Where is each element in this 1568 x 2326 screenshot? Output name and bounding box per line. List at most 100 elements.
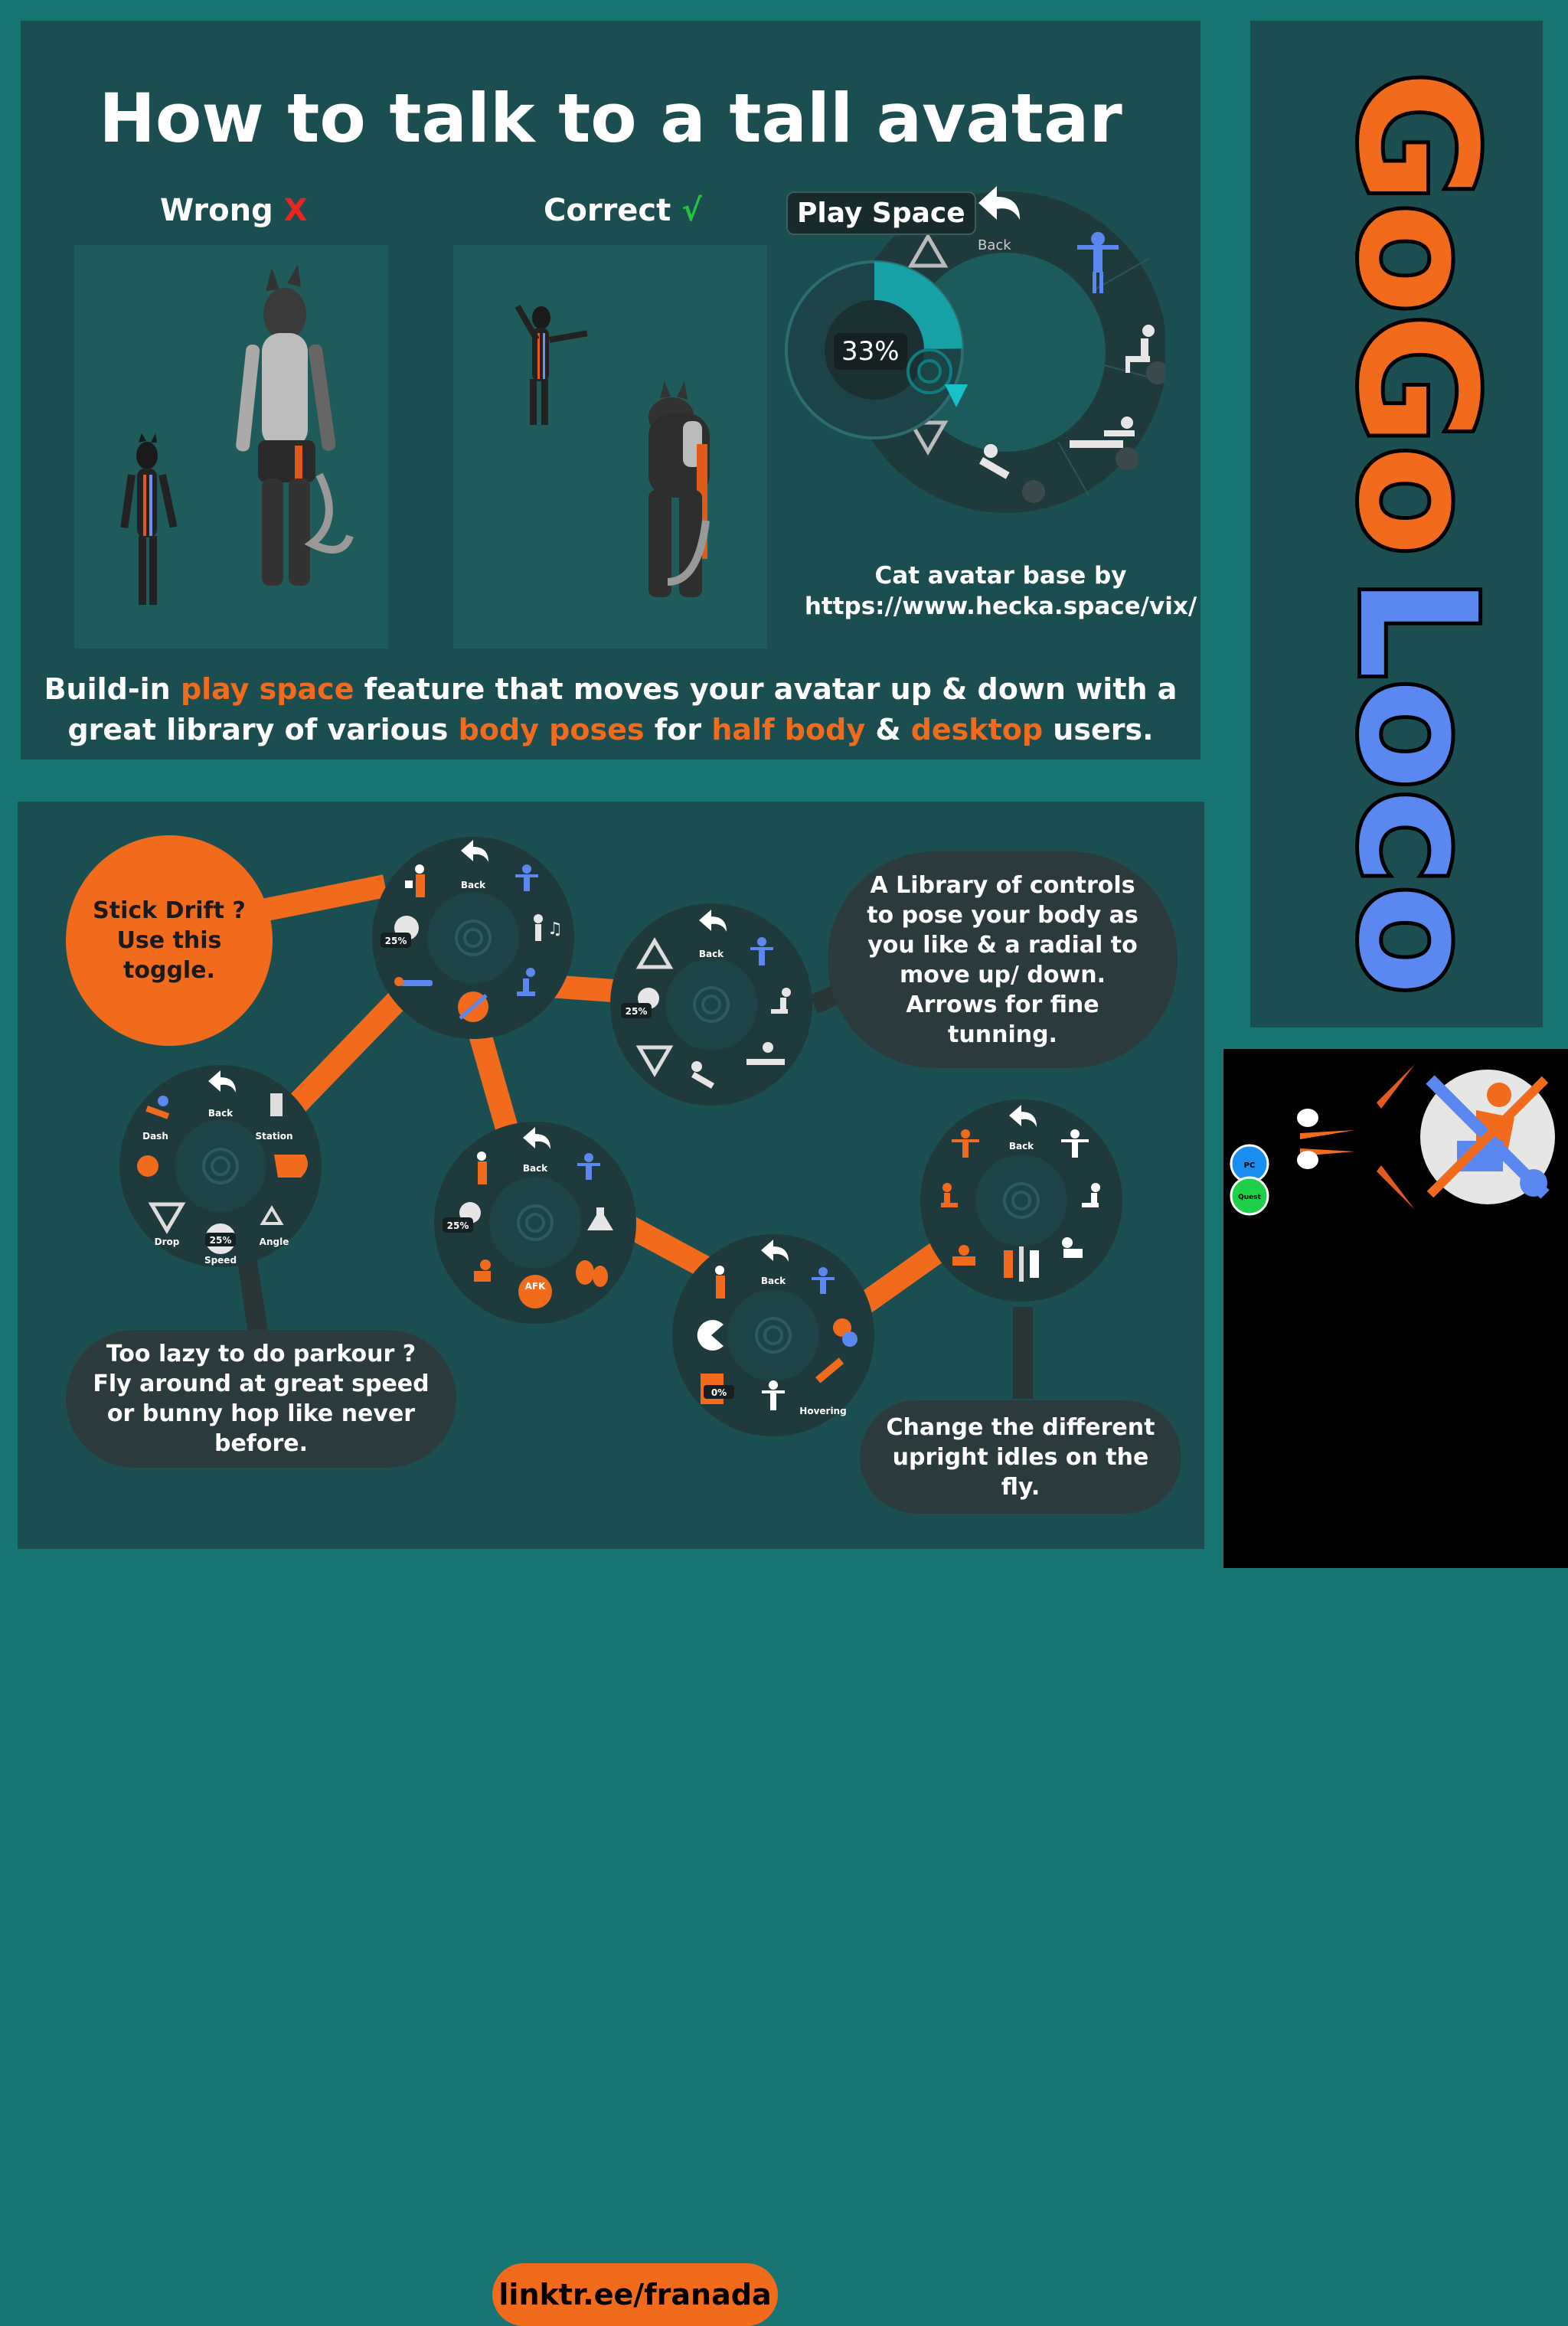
radial-menu-afk[interactable]: Back 25% AFK: [432, 1119, 639, 1326]
speed-gauge-icon: 25%: [205, 1223, 236, 1254]
speed-gauge-icon: 25%: [381, 916, 419, 948]
desc-highlight-body-poses: body poses: [458, 713, 645, 746]
top-panel: How to talk to a tall avatar Wrong X Cor…: [21, 21, 1200, 760]
svg-text:25%: 25%: [626, 1006, 648, 1017]
radial-menu-idles[interactable]: Back: [918, 1097, 1125, 1304]
height-offset-icon: 0%: [701, 1374, 734, 1404]
sitting-pose-icon: [771, 988, 791, 1014]
desc-text: feature that moves your avatar up & down…: [67, 672, 1178, 746]
hovering-icon: [815, 1357, 844, 1384]
drop-arrow-icon: [148, 1202, 186, 1234]
t-pose-alt-icon: [1061, 1129, 1089, 1158]
speed-gauge-icon: 25%: [443, 1202, 481, 1233]
svg-text:♫: ♫: [547, 920, 563, 939]
standing-pose-icon: [812, 1267, 835, 1294]
t-pose-icon: [952, 1129, 979, 1158]
back-arrow-icon: [699, 910, 727, 932]
locked-pose-icon: [405, 864, 425, 897]
back-label: Back: [523, 1163, 548, 1174]
back-arrow-icon: [461, 840, 488, 862]
kneel-pose-icon: [474, 1259, 491, 1282]
locked-pose-icon: [477, 1152, 487, 1184]
bent-tall-avatar-figure: [648, 381, 710, 597]
crawling-pose-icon: [978, 444, 1045, 503]
dash-icon: [145, 1096, 170, 1119]
tall-avatar-figure: [236, 264, 354, 586]
idle-stand-icon: [762, 1380, 785, 1410]
svg-text:25%: 25%: [210, 1235, 232, 1246]
lying-pose-icon: [746, 1042, 785, 1065]
head-dots-icon: [1297, 1109, 1318, 1169]
logo-word-gogo: GoGo: [1323, 71, 1511, 556]
radial-menu-locomotion[interactable]: Back Dash Station Drop Angle 25% Speed: [117, 1063, 324, 1269]
play-space-fill-arc: [874, 262, 962, 349]
standing-pose-icon: [577, 1153, 600, 1180]
back-label: Back: [208, 1108, 234, 1119]
station-label: Station: [255, 1131, 292, 1142]
desc-highlight-half-body: half body: [711, 713, 866, 746]
bottom-panel: Stick Drift ? Use this toggle. A Library…: [18, 802, 1204, 2326]
radial-menu-main[interactable]: Back ♫ 25%: [370, 835, 577, 1041]
standing-pose-icon: [750, 937, 773, 965]
drop-label: Drop: [155, 1237, 180, 1247]
sitting-pose-icon: [1125, 325, 1169, 384]
quest-badge-icon: Quest: [1230, 1176, 1269, 1216]
stick-drift-bubble: Stick Drift ? Use this toggle.: [66, 835, 273, 1046]
correct-avatar-image: [453, 245, 767, 648]
afk-icon: AFK: [518, 1275, 552, 1308]
locked-pose-icon: [715, 1266, 725, 1299]
parkour-text: Too lazy to do parkour ? Fly around at g…: [93, 1341, 430, 1457]
correct-label: Correct: [544, 193, 671, 228]
desc-text: users.: [1043, 713, 1154, 746]
linktree-link[interactable]: linktr.ee/franada: [492, 2263, 778, 2326]
small-avatar-figure: [120, 433, 178, 605]
desc-highlight-desktop: desktop: [910, 713, 1044, 746]
group-pose-icon: [833, 1318, 858, 1347]
floating-avatar-figure: [514, 305, 588, 425]
gogo-loco-logo: GoGo Loco: [1319, 67, 1514, 999]
afk-cross-icon: [458, 991, 488, 1022]
parkour-bubble: Too lazy to do parkour ? Fly around at g…: [66, 1330, 456, 1468]
library-text: A Library of controls to pose your body …: [867, 871, 1138, 1048]
stick-drift-text: Stick Drift ? Use this toggle.: [93, 897, 246, 984]
kneel-idle-icon: [952, 1245, 975, 1266]
crouch-idle-icon: [1062, 1237, 1083, 1258]
correct-header: Correct √: [544, 193, 702, 228]
feature-description: Build-in play space feature that moves y…: [21, 669, 1200, 750]
check-mark-icon: √: [681, 193, 702, 228]
dial-pointer-icon: [945, 384, 968, 407]
avatar-credit: Cat avatar base by https://www.hecka.spa…: [794, 560, 1207, 622]
sit-idle-alt-icon: [1082, 1183, 1100, 1207]
play-space-back-label: Back: [978, 237, 1011, 253]
bunny-hop-icon: [137, 1155, 158, 1177]
svg-text:25%: 25%: [385, 936, 407, 946]
crawling-pose-icon: [691, 1061, 714, 1089]
radial-menu-hover[interactable]: Back 0% Hovering: [670, 1232, 877, 1439]
play-space-label: Play Space: [786, 191, 976, 235]
back-label: Back: [761, 1276, 786, 1286]
page-title: How to talk to a tall avatar: [99, 79, 1122, 158]
pacman-icon: [697, 1320, 724, 1351]
speed-gauge-icon: 25%: [621, 988, 659, 1018]
back-label: Back: [699, 949, 724, 959]
desc-text: for: [644, 713, 712, 746]
pc-label: PC: [1244, 1161, 1256, 1170]
credit-line-1: Cat avatar base by: [874, 562, 1127, 590]
desc-text: Build-in: [44, 672, 181, 706]
dance-music-icon: ♫: [534, 914, 563, 941]
arrows-icon: [1300, 1064, 1415, 1210]
logo-word-loco: Loco: [1323, 577, 1511, 995]
svg-text:0%: 0%: [711, 1387, 727, 1398]
credit-link[interactable]: https://www.hecka.space/vix/: [804, 593, 1197, 620]
radial-menu-play-space[interactable]: Back 25%: [609, 902, 814, 1107]
back-arrow-icon: [978, 186, 1020, 220]
standing-pose-icon: [515, 864, 538, 891]
station-icon: [270, 1093, 283, 1116]
lab-flask-icon: [587, 1207, 613, 1230]
back-label: Back: [461, 880, 486, 890]
back-arrow-icon: [1009, 1105, 1037, 1127]
back-arrow-icon: [208, 1070, 236, 1093]
avatar-no-sign-icon: [1420, 1070, 1555, 1204]
quest-label: Quest: [1238, 1194, 1262, 1201]
hovering-label: Hovering: [799, 1406, 846, 1416]
